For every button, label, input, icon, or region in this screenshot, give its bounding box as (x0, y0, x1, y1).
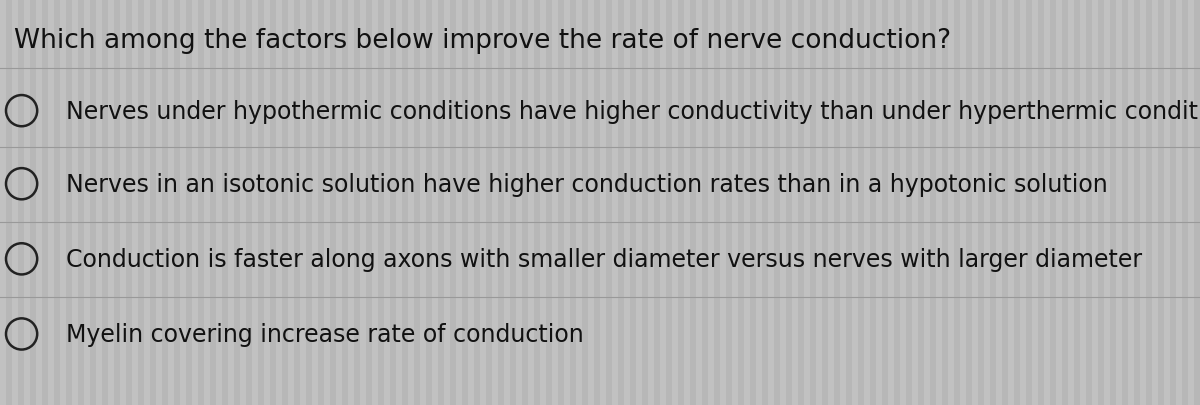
Text: Myelin covering increase rate of conduction: Myelin covering increase rate of conduct… (66, 322, 583, 346)
Text: Nerves under hypothermic conditions have higher conductivity than under hyperthe: Nerves under hypothermic conditions have… (66, 99, 1200, 124)
Text: Which among the factors below improve the rate of nerve conduction?: Which among the factors below improve th… (14, 28, 952, 54)
Text: Nerves in an isotonic solution have higher conduction rates than in a hypotonic : Nerves in an isotonic solution have high… (66, 172, 1108, 196)
Text: Conduction is faster along axons with smaller diameter versus nerves with larger: Conduction is faster along axons with sm… (66, 247, 1142, 271)
